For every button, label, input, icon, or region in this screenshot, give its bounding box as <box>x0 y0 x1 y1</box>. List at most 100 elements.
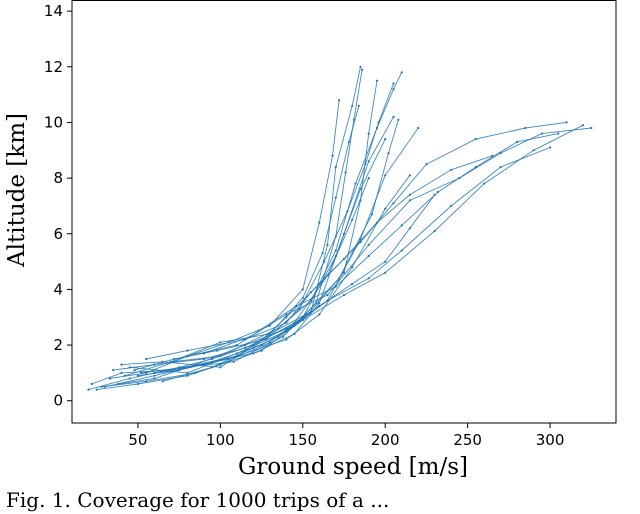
data-point <box>367 277 370 280</box>
data-point <box>314 302 318 305</box>
data-point <box>318 282 321 285</box>
data-point <box>408 174 411 177</box>
data-point <box>334 285 337 288</box>
data-point <box>367 254 370 258</box>
data-point <box>367 160 370 163</box>
plot-frame <box>71 0 617 424</box>
data-point <box>120 363 123 366</box>
data-point <box>219 366 222 369</box>
data-point <box>244 346 247 349</box>
data-point <box>136 382 139 386</box>
data-point <box>397 118 400 121</box>
trajectory-line <box>109 100 340 379</box>
data-point <box>361 68 364 71</box>
data-point <box>321 252 324 255</box>
data-point <box>377 121 380 124</box>
data-point <box>244 344 247 347</box>
data-point <box>268 332 271 335</box>
data-point <box>194 363 197 366</box>
data-point <box>260 344 263 347</box>
x-axis-title: Ground speed [m/s] <box>238 454 468 480</box>
data-point <box>436 190 440 194</box>
data-point <box>232 360 235 363</box>
data-point <box>252 346 255 349</box>
data-point <box>334 196 337 199</box>
data-point <box>183 366 186 369</box>
data-point <box>186 349 189 352</box>
data-point <box>359 188 362 191</box>
data-point <box>364 163 367 166</box>
data-point <box>375 79 379 82</box>
data-point <box>359 199 362 202</box>
data-point <box>87 388 90 391</box>
data-point <box>408 193 411 196</box>
data-point <box>281 335 285 338</box>
data-point <box>186 374 189 377</box>
data-point <box>95 388 98 391</box>
y-tick-label: 12 <box>44 58 63 76</box>
data-point <box>400 249 403 252</box>
trajectory-line <box>203 133 559 354</box>
data-point <box>326 243 329 246</box>
data-point <box>384 207 387 210</box>
data-point <box>400 71 403 74</box>
data-point <box>260 349 263 352</box>
data-point <box>145 357 148 361</box>
x-tick-label: 50 <box>128 431 147 449</box>
trajectory-line <box>121 66 361 368</box>
data-point <box>524 126 527 130</box>
data-point <box>425 163 428 166</box>
data-point <box>384 174 387 177</box>
data-point <box>384 271 387 274</box>
data-point <box>342 271 346 274</box>
data-point <box>301 296 304 299</box>
trajectory-line <box>124 105 360 377</box>
y-axis-title: Altitude [km] <box>4 113 30 268</box>
data-point <box>173 357 176 361</box>
data-point <box>120 371 123 374</box>
data-point <box>346 210 349 213</box>
data-point <box>359 241 362 244</box>
data-point <box>123 374 126 377</box>
x-axis: 50 100 150 200 250 300 <box>128 423 564 449</box>
data-point <box>153 374 156 377</box>
data-point <box>153 371 156 374</box>
data-point <box>318 302 321 305</box>
data-point <box>351 282 354 285</box>
data-point <box>112 369 115 372</box>
data-point <box>408 227 411 230</box>
data-point <box>351 266 354 269</box>
data-point <box>499 165 502 169</box>
data-point <box>367 243 370 246</box>
data-point <box>295 305 298 308</box>
data-point <box>117 382 120 386</box>
data-point <box>450 168 453 171</box>
data-point <box>384 138 387 141</box>
data-point <box>408 199 411 202</box>
data-point <box>90 382 93 386</box>
data-point <box>323 260 326 263</box>
data-point <box>145 380 148 383</box>
data-point <box>318 313 321 316</box>
data-point <box>161 380 164 383</box>
data-point <box>549 146 552 149</box>
data-point <box>219 355 222 358</box>
data-point <box>387 152 390 155</box>
data-point <box>433 229 436 233</box>
data-point <box>351 218 354 221</box>
trajectory-line <box>154 124 584 374</box>
trajectory-line <box>118 119 399 385</box>
trajectory-line <box>141 69 363 374</box>
data-point <box>450 204 453 207</box>
data-point <box>133 369 136 372</box>
y-tick-label: 2 <box>53 336 63 354</box>
data-point <box>169 360 172 363</box>
data-point <box>326 293 329 297</box>
data-point <box>108 377 111 380</box>
data-point <box>153 377 156 380</box>
data-point <box>352 118 355 121</box>
data-point <box>285 338 288 341</box>
data-point <box>359 65 362 68</box>
data-point <box>351 104 354 107</box>
